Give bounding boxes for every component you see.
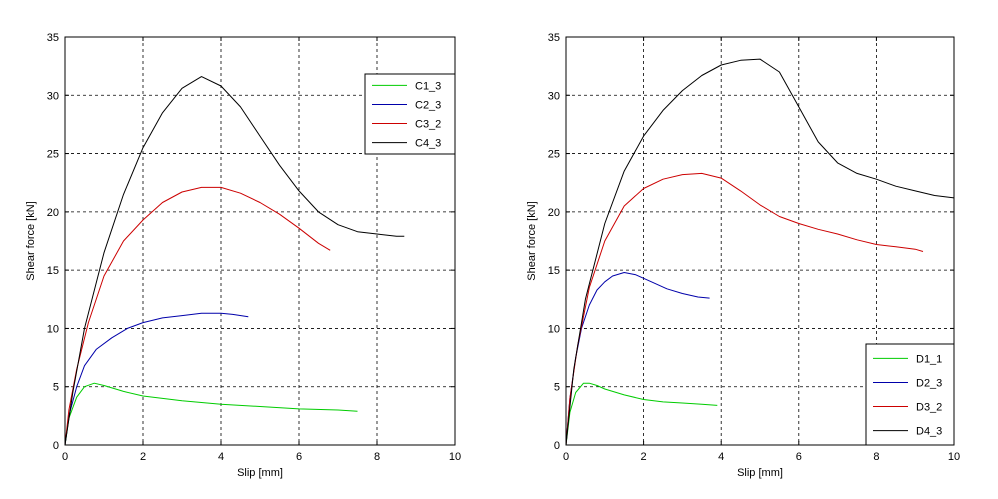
left-chart: 0 2 4 6 8 10 0 5 10 15 20 25 30 35 Slip [mm] Shear forc… [25,32,461,479]
y-tick-label: 20 [47,207,59,219]
legend-label: D2_3 [916,377,942,389]
legend-label: D3_2 [916,402,942,414]
legend-label: D4_3 [916,426,942,438]
y-tick-label: 20 [548,207,560,219]
x-tick-label: 8 [374,451,380,463]
x-tick-label: 2 [140,451,146,463]
x-tick-label: 8 [873,451,879,463]
legend-label: C1_3 [415,80,441,92]
series-line-c4-3 [64,76,405,446]
x-axis-label: Slip [mm] [237,467,283,479]
y-tick-label: 0 [53,440,59,452]
y-tick-label: 10 [548,323,560,335]
y-tick-label: 25 [548,149,560,161]
series-line-c3-2 [64,186,331,446]
axes-frame [565,36,955,446]
y-tick-label: 15 [548,265,560,277]
x-tick-label: 6 [796,451,802,463]
right-chart: 0 2 4 6 8 10 0 5 10 15 20 25 30 35 Slip [mm] Shear forc… [526,32,960,479]
x-tick-label: 4 [218,451,224,463]
x-tick-label: 2 [641,451,647,463]
legend-box [364,73,456,155]
series-line-d4-3 [565,58,955,446]
legend-label: C4_3 [415,138,441,150]
series-line-d3-2 [565,172,924,446]
series-line-c2-3 [64,312,249,446]
series-line-d1-1 [565,382,718,446]
x-tick-label: 10 [449,451,461,463]
x-tick-label: 4 [718,451,724,463]
x-axis-label: Slip [mm] [737,467,783,479]
series-line-c1-3 [64,382,358,446]
y-tick-label: 10 [47,323,59,335]
legend-label: C3_2 [415,119,441,131]
y-axis-label: Shear force [kN] [25,201,37,280]
y-tick-label: 5 [53,382,59,394]
y-tick-label: 25 [47,149,59,161]
legend-label: D1_1 [916,353,942,365]
y-axis-label: Shear force [kN] [526,201,538,280]
x-tick-label: 10 [948,451,960,463]
y-tick-label: 5 [554,382,560,394]
y-tick-label: 35 [47,32,59,44]
y-tick-label: 30 [548,90,560,102]
legend-label: C2_3 [415,99,441,111]
y-tick-label: 30 [47,90,59,102]
axes-frame [64,36,456,446]
y-tick-label: 0 [554,440,560,452]
x-tick-label: 0 [563,451,569,463]
y-tick-label: 35 [548,32,560,44]
legend-box [865,343,955,446]
x-tick-label: 6 [296,451,302,463]
y-tick-label: 15 [47,265,59,277]
x-tick-label: 0 [62,451,68,463]
